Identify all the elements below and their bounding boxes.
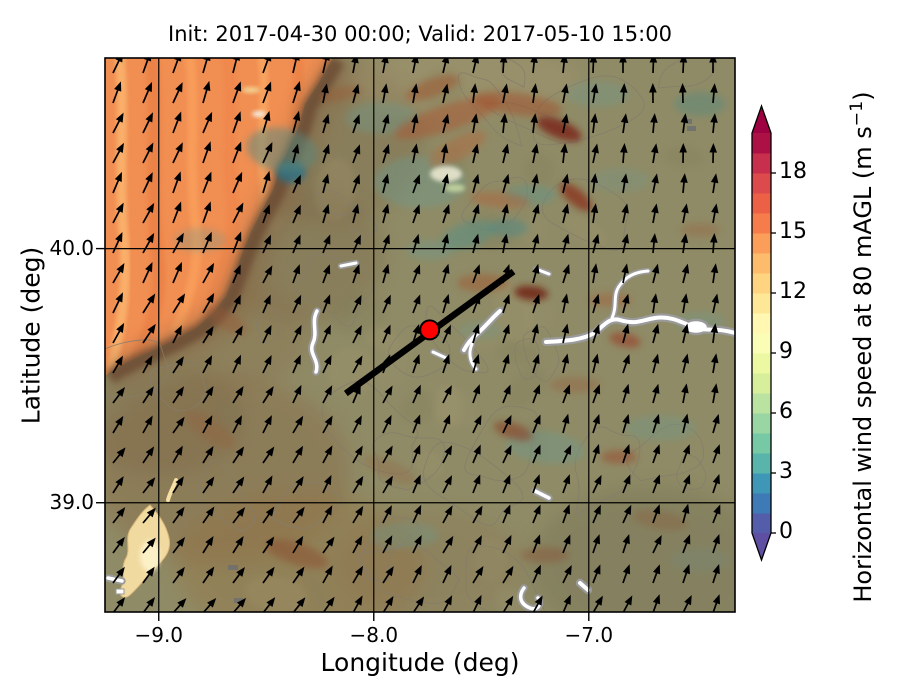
plot-title: Init: 2017-04-30 00:00; Valid: 2017-05-1… (168, 22, 672, 46)
axis-ticks-layer (96, 57, 736, 621)
colorbar-extend-max-arrow (752, 106, 771, 133)
y-axis-label: Latitude (deg) (16, 246, 46, 425)
site-marker-dot (419, 319, 441, 341)
colorbar-tick-label: 18 (779, 159, 807, 184)
colorbar-tick-label: 0 (779, 519, 793, 544)
quiver-layer (112, 58, 721, 612)
x-axis-label: Longitude (deg) (320, 648, 520, 677)
colorbar-tick-label: 9 (779, 339, 793, 364)
map-layer (105, 58, 735, 612)
x-tick-label: −9.0 (134, 623, 184, 647)
y-tick-label: 40.0 (49, 235, 94, 260)
colorbar-label-prefix: Horizontal wind speed at 80 mAGL (m s (849, 126, 877, 603)
colorbar-label-superscript: −1 (847, 100, 867, 127)
colorbar-tick-label: 3 (779, 459, 793, 484)
colorbar-label-suffix: ) (849, 91, 877, 101)
colorbar-tick-label: 12 (779, 279, 807, 304)
x-tick-label: −7.0 (564, 623, 614, 647)
x-tick-label: −8.0 (349, 623, 399, 647)
colorbar (751, 104, 776, 562)
colorbar-tick-label: 6 (779, 399, 793, 424)
colorbar-extend-min-arrow (752, 533, 771, 560)
colorbar-tick-label: 15 (779, 219, 807, 244)
colorbar-label: Horizontal wind speed at 80 mAGL (m s−1) (847, 0, 877, 700)
y-tick-label: 39.0 (49, 489, 94, 514)
